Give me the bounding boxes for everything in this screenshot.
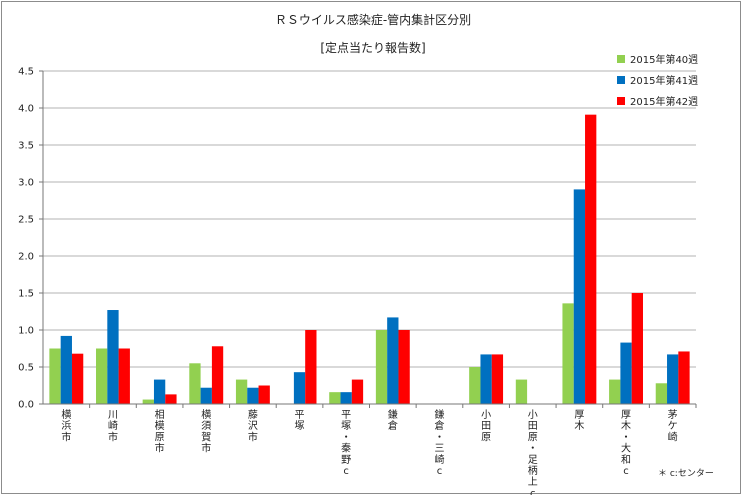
y-tick-label: 1.0 <box>18 326 34 337</box>
bar <box>329 392 341 404</box>
bar <box>258 385 270 404</box>
bar <box>491 354 504 404</box>
x-tick-label: 平塚 <box>295 410 305 432</box>
chart-subtitle: [定点当たり報告数] <box>320 40 425 55</box>
bar <box>469 367 481 404</box>
bar <box>340 392 352 404</box>
bar <box>107 310 119 404</box>
legend-label: 2015年第42週 <box>630 95 698 108</box>
y-tick-label: 2.0 <box>18 252 34 263</box>
bar <box>398 330 410 404</box>
bar <box>189 363 201 404</box>
bar <box>387 317 399 404</box>
bar <box>480 354 492 404</box>
x-tick-label: 横須賀市 <box>201 408 211 455</box>
x-tick-label: 川崎市 <box>108 410 118 443</box>
bar <box>247 387 259 404</box>
bar <box>573 189 586 404</box>
bar <box>609 379 621 404</box>
x-tick-label: 茅ケ崎 <box>668 409 678 443</box>
x-tick-label: 相模原市 <box>155 408 165 455</box>
bar <box>60 335 72 404</box>
x-tick-label: 横浜市 <box>61 408 71 443</box>
bars <box>49 114 690 404</box>
bar <box>620 342 632 404</box>
bar <box>211 346 224 404</box>
chart-title: ＲＳウイルス感染症-管内集計区分別 <box>275 12 471 27</box>
y-tick-label: 1.5 <box>18 289 34 300</box>
bar <box>585 114 597 404</box>
legend-swatch <box>617 76 625 84</box>
bar <box>200 387 212 404</box>
bar <box>118 348 130 404</box>
footnote: ＊ c:センター <box>658 468 714 479</box>
legend-swatch <box>617 97 625 105</box>
bar <box>96 348 108 404</box>
x-tick-label: 藤沢市 <box>248 409 258 443</box>
y-tick-label: 0.5 <box>18 363 34 374</box>
x-tick-label: 鎌倉 <box>388 408 398 432</box>
bar <box>678 351 690 404</box>
bar <box>49 348 61 404</box>
bar <box>71 353 84 404</box>
y-tick-label: 3.0 <box>18 178 34 189</box>
bar <box>293 372 306 404</box>
x-tick-label: 厚木 <box>574 409 584 432</box>
legend-label: 2015年第40週 <box>630 53 698 66</box>
bar <box>667 354 679 404</box>
bar <box>153 379 166 404</box>
bar <box>351 379 364 404</box>
bar <box>165 394 177 404</box>
y-tick-label: 3.5 <box>18 141 34 152</box>
gridlines <box>43 70 696 405</box>
legend: 2015年第40週 2015年第41週 2015年第42週 <box>617 53 698 108</box>
x-tick-label: 鎌倉・三崎 c <box>434 408 444 477</box>
bar <box>235 379 248 404</box>
legend-swatch <box>617 55 625 63</box>
x-tick-label: 小田原 <box>481 409 491 443</box>
bar <box>655 383 668 404</box>
x-tick-label: 厚木・大和 c <box>621 409 631 477</box>
bar <box>142 399 154 404</box>
bar <box>631 293 643 404</box>
bar <box>515 379 528 404</box>
axes: 0.0 0.5 1.0 1.5 2.0 2.5 3.0 3.5 4.0 4.5 横浜市 川崎市 相模原市… <box>18 67 697 495</box>
x-tick-label: 小田原・足柄上 c <box>528 409 538 495</box>
bar <box>305 330 317 404</box>
legend-label: 2015年第41週 <box>630 74 698 87</box>
y-tick-label: 4.5 <box>18 67 34 78</box>
x-tick-label: 平塚・秦野 c <box>341 410 351 477</box>
bar <box>562 303 574 404</box>
y-tick-label: 0.0 <box>18 400 34 411</box>
bar <box>375 330 388 404</box>
y-tick-label: 2.5 <box>18 215 34 226</box>
y-tick-label: 4.0 <box>18 104 34 115</box>
